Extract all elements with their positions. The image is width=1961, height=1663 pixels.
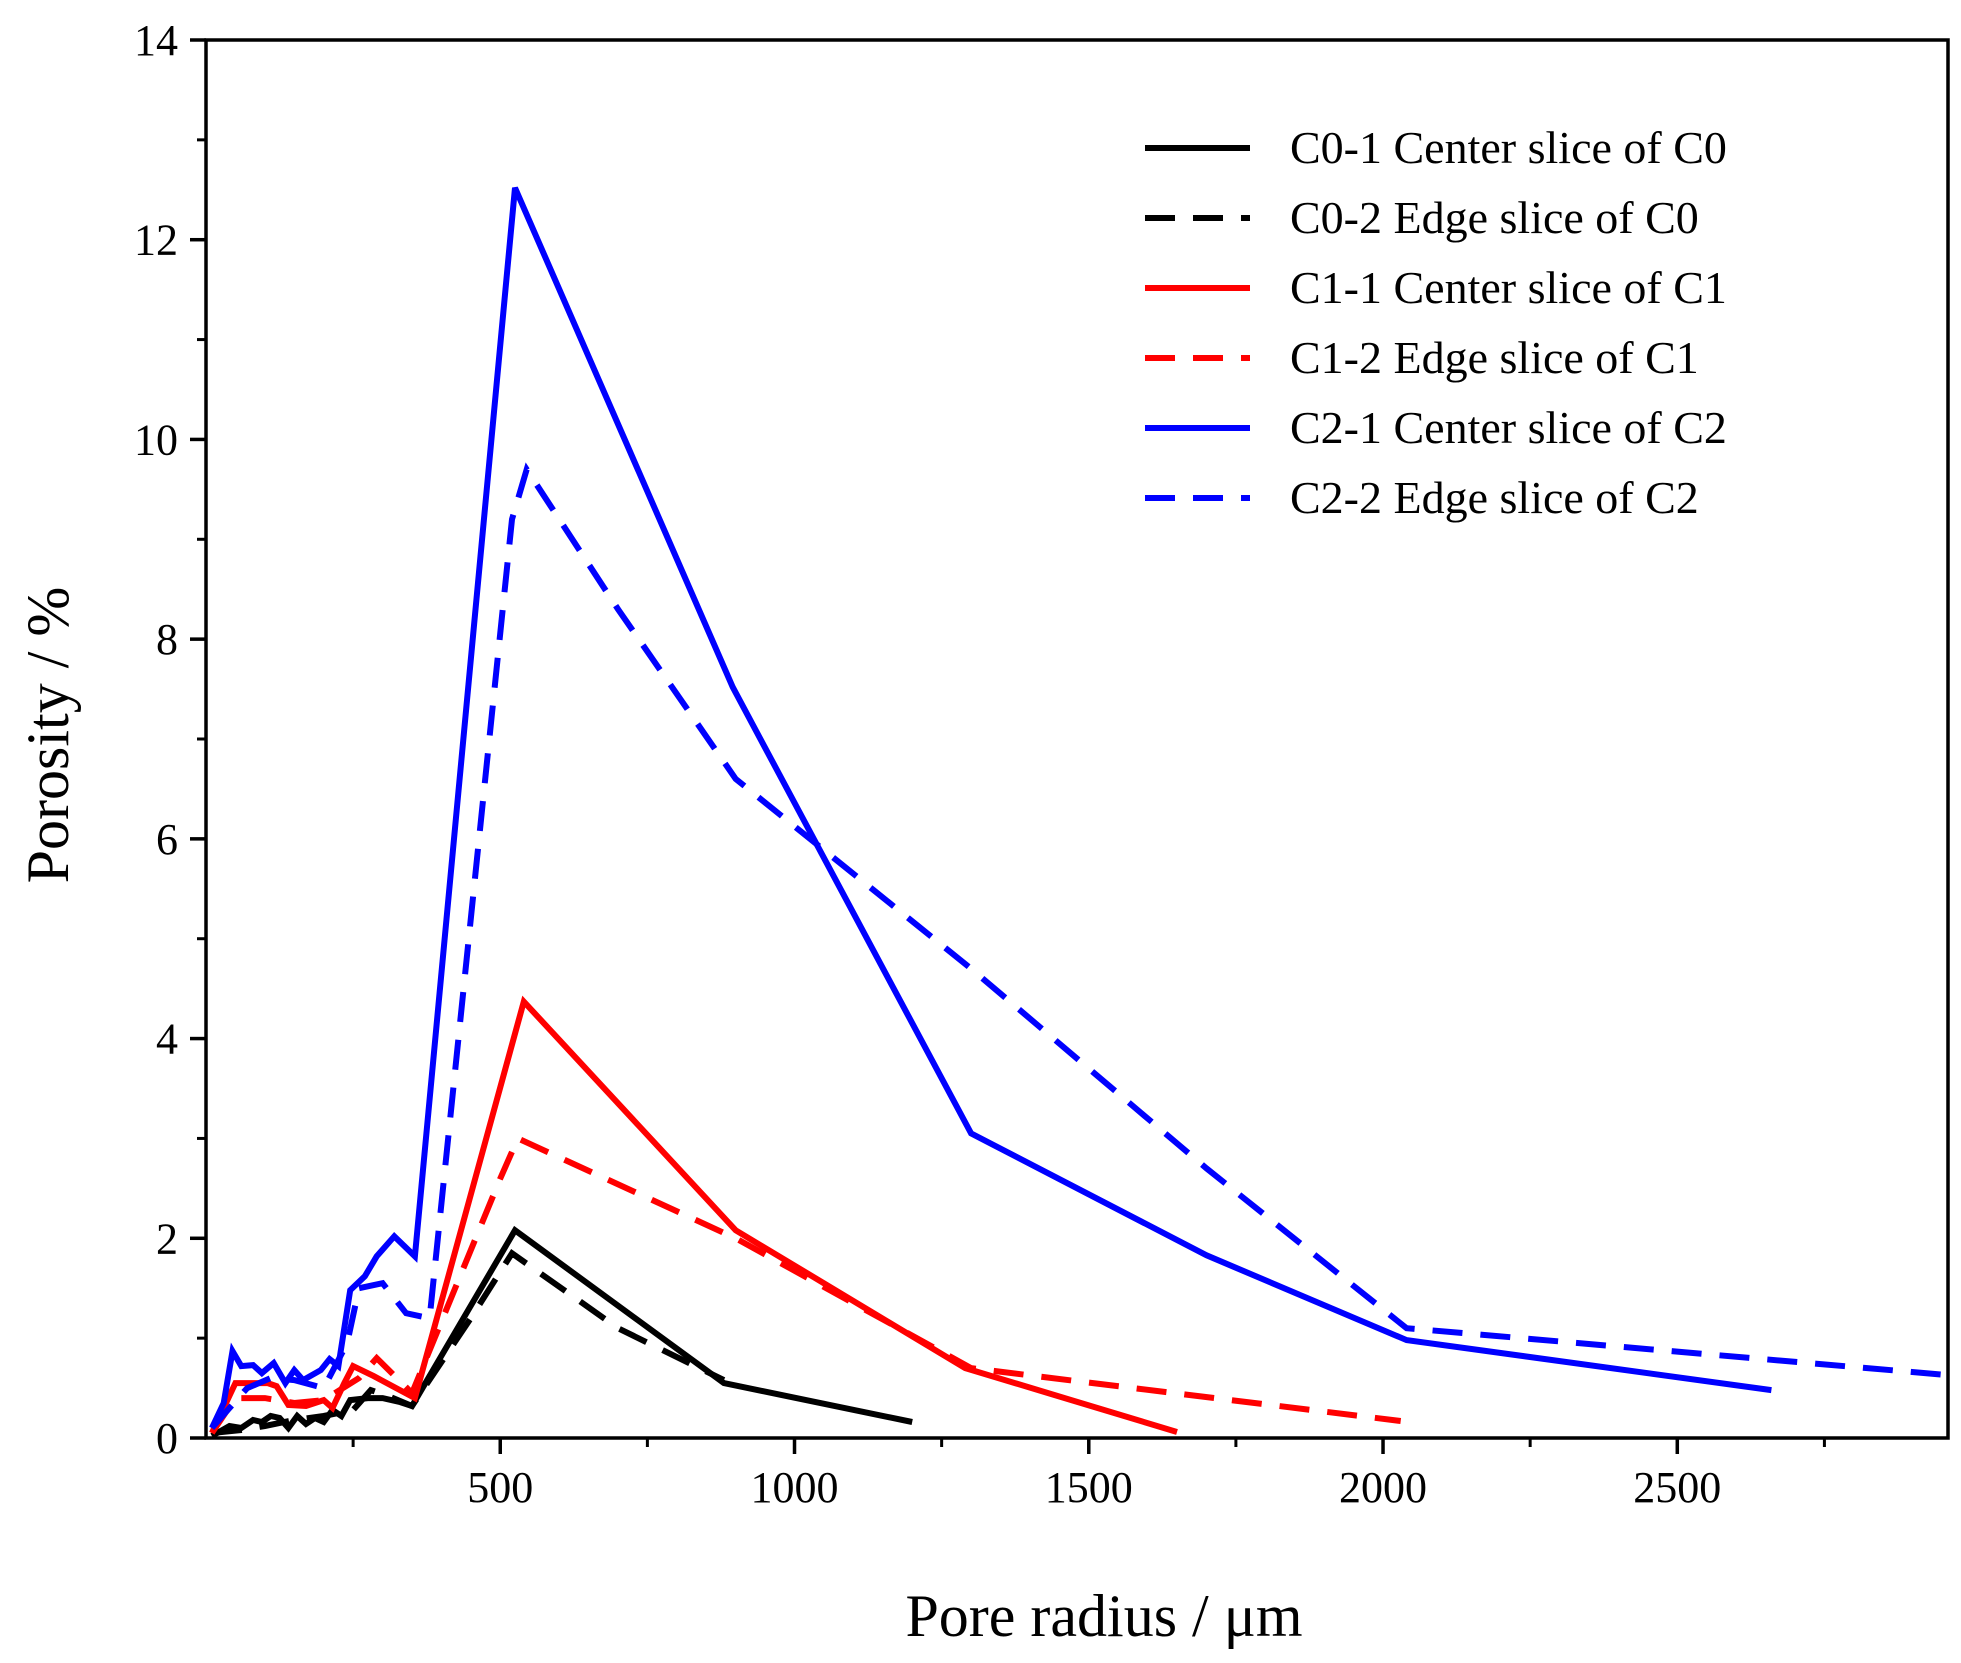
plot-background	[206, 40, 1948, 1438]
y-tick-label: 8	[156, 615, 178, 664]
series-line-3	[209, 995, 1178, 1435]
plot-area	[206, 40, 1948, 1438]
legend: C0-1 Center slice of C0 C0-2 Edge slice o…	[1145, 122, 1727, 523]
x-tick-label: 1000	[751, 1463, 839, 1512]
x-tick-label: 500	[467, 1463, 533, 1512]
y-axis-title: Porosity / %	[15, 587, 81, 884]
x-tick-label: 2500	[1633, 1463, 1721, 1512]
y-tick-label: 6	[156, 815, 178, 864]
series-line-4	[209, 1134, 1402, 1435]
y-tick-label: 2	[156, 1214, 178, 1263]
legend-label-2: C0-2 Edge slice of C0	[1290, 192, 1699, 243]
legend-label-6: C2-2 Edge slice of C2	[1290, 472, 1699, 523]
y-tick-label: 12	[134, 216, 178, 265]
series-layer	[209, 186, 1948, 1438]
legend-label-3: C1-1 Center slice of C1	[1290, 262, 1727, 313]
legend-label-4: C1-2 Edge slice of C1	[1290, 332, 1699, 383]
axes-layer: 500 1000 1500 2000 2500 0 2 4 6 8 10 12 14	[134, 16, 1950, 1512]
series-line-6	[209, 462, 1948, 1430]
x-tick-label: 1500	[1045, 1463, 1133, 1512]
x-tick-label: 2000	[1339, 1463, 1427, 1512]
series-line-2	[211, 1249, 726, 1436]
y-tick-label: 10	[134, 415, 178, 464]
y-tick-label: 14	[134, 16, 178, 65]
y-tick-label: 0	[156, 1414, 178, 1463]
y-tick-label: 4	[156, 1015, 178, 1064]
x-axis-title: Pore radius / μm	[905, 1583, 1302, 1649]
legend-label-5: C2-1 Center slice of C2	[1290, 402, 1727, 453]
legend-label-1: C0-1 Center slice of C0	[1290, 122, 1727, 173]
